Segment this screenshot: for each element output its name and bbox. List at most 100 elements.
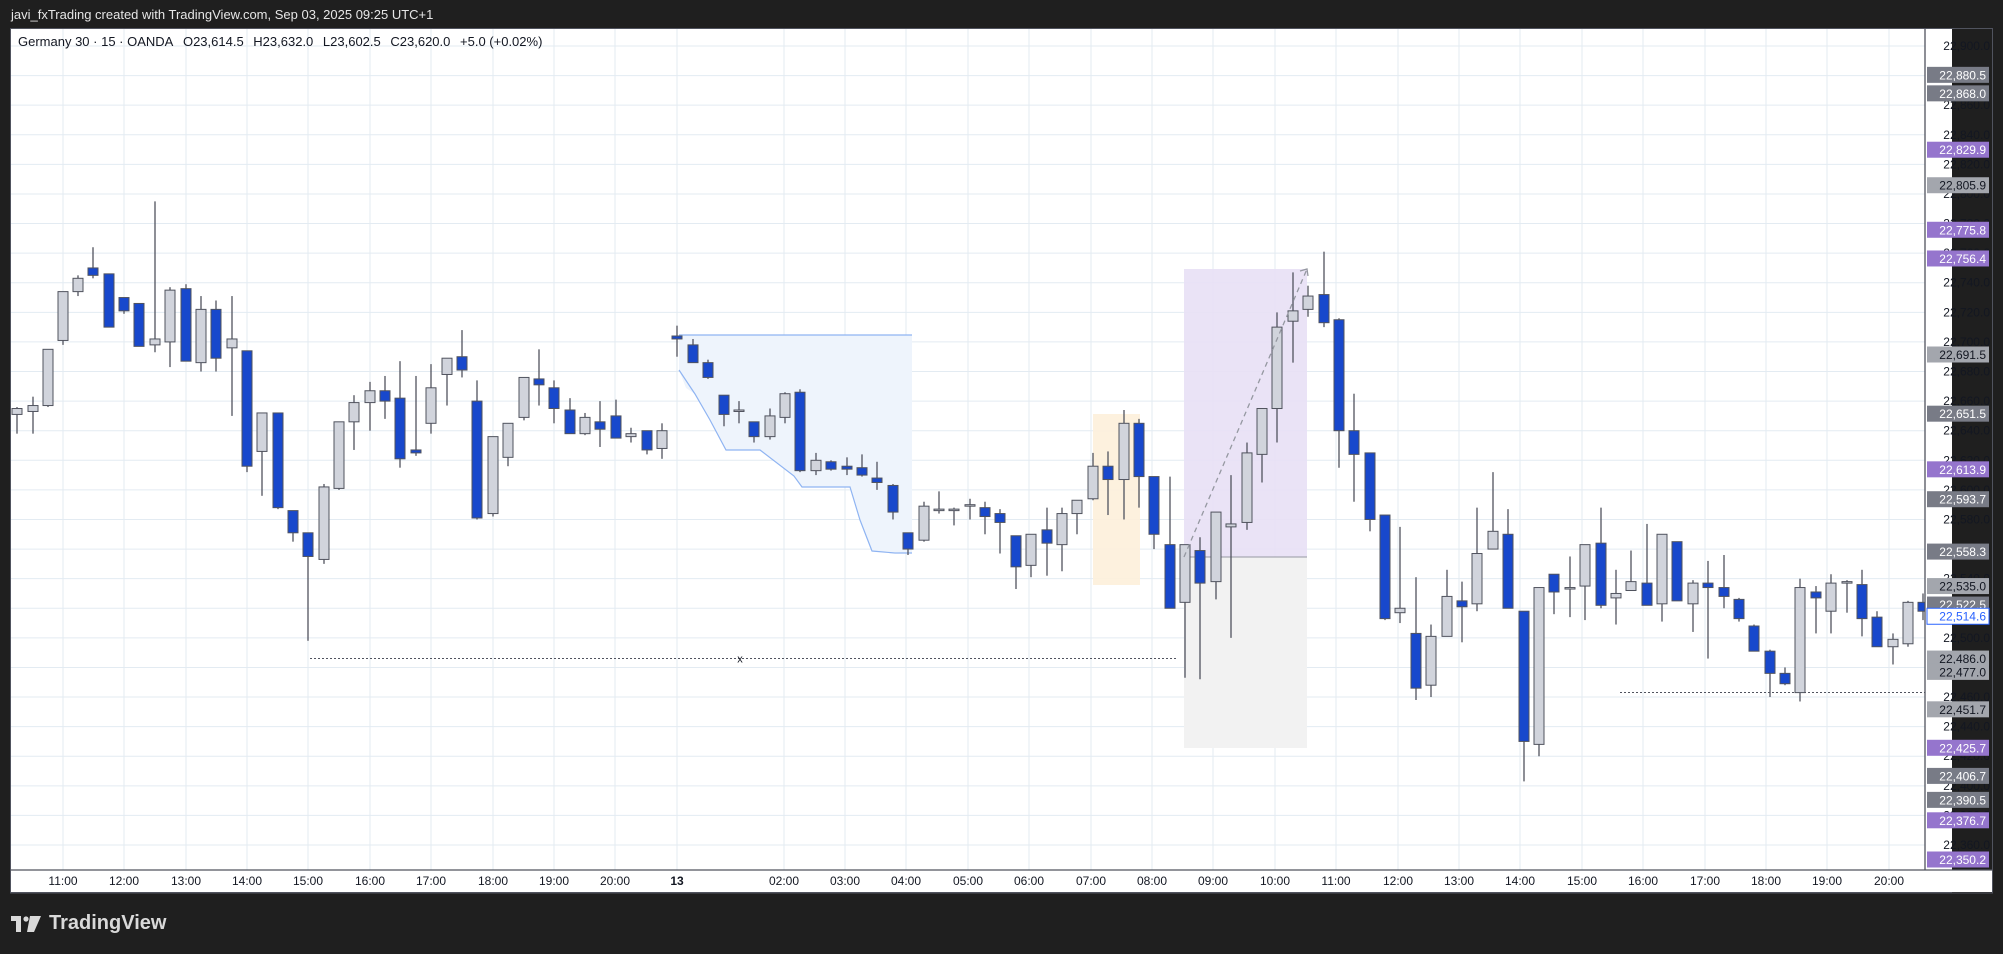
candle-bearish[interactable] bbox=[671, 335, 683, 340]
candle-bearish[interactable] bbox=[1810, 591, 1822, 599]
candle-bullish[interactable] bbox=[1533, 587, 1545, 745]
candle-bullish[interactable] bbox=[948, 508, 960, 512]
candle-bullish[interactable] bbox=[518, 376, 530, 418]
candle-bullish[interactable] bbox=[1887, 638, 1899, 648]
candle-bullish[interactable] bbox=[42, 348, 54, 407]
candle-bearish[interactable] bbox=[687, 344, 699, 364]
candle-bearish[interactable] bbox=[564, 409, 576, 435]
time-axis[interactable] bbox=[11, 870, 1992, 892]
candle-bullish[interactable] bbox=[1441, 595, 1453, 637]
candle-bearish[interactable] bbox=[702, 362, 714, 378]
candle-bearish[interactable] bbox=[594, 421, 606, 430]
candle-bullish[interactable] bbox=[256, 412, 268, 452]
candle-bearish[interactable] bbox=[718, 394, 730, 415]
candle-bullish[interactable] bbox=[1087, 465, 1099, 500]
candle-bearish[interactable] bbox=[456, 356, 468, 371]
candle-bearish[interactable] bbox=[1364, 452, 1376, 520]
candle-bearish[interactable] bbox=[394, 397, 406, 460]
candle-bearish[interactable] bbox=[1779, 672, 1791, 685]
candle-bullish[interactable] bbox=[779, 393, 791, 418]
candle-bearish[interactable] bbox=[410, 449, 422, 454]
candle-bearish[interactable] bbox=[1641, 582, 1653, 606]
candle-bullish[interactable] bbox=[226, 338, 238, 349]
candle-bullish[interactable] bbox=[1056, 513, 1068, 546]
candle-bearish[interactable] bbox=[1733, 598, 1745, 620]
candle-bullish[interactable] bbox=[441, 357, 453, 375]
candle-bearish[interactable] bbox=[1718, 587, 1730, 597]
candle-bullish[interactable] bbox=[918, 505, 930, 541]
candle-bullish[interactable] bbox=[1425, 635, 1437, 686]
candle-bullish[interactable] bbox=[1210, 511, 1222, 583]
candle-bearish[interactable] bbox=[748, 421, 760, 438]
candle-bearish[interactable] bbox=[180, 288, 192, 362]
candle-bullish[interactable] bbox=[72, 277, 84, 293]
candle-bullish[interactable] bbox=[425, 387, 437, 424]
candle-bearish[interactable] bbox=[856, 467, 868, 476]
candle-bearish[interactable] bbox=[1102, 465, 1114, 481]
candle-bullish[interactable] bbox=[1287, 310, 1299, 322]
candle-bullish[interactable] bbox=[1579, 544, 1591, 587]
candle-bearish[interactable] bbox=[1871, 616, 1883, 648]
candle-bullish[interactable] bbox=[318, 486, 330, 560]
candle-bearish[interactable] bbox=[533, 378, 545, 386]
candle-bullish[interactable] bbox=[579, 416, 591, 435]
candle-bullish[interactable] bbox=[1179, 544, 1191, 603]
candle-bearish[interactable] bbox=[1333, 319, 1345, 432]
candle-bearish[interactable] bbox=[210, 308, 222, 359]
candle-bullish[interactable] bbox=[1271, 326, 1283, 410]
candle-bearish[interactable] bbox=[641, 430, 653, 451]
candle-bearish[interactable] bbox=[841, 465, 853, 470]
candle-bearish[interactable] bbox=[471, 400, 483, 519]
candle-bearish[interactable] bbox=[1702, 582, 1714, 589]
candle-bearish[interactable] bbox=[1764, 650, 1776, 674]
candle-bullish[interactable] bbox=[933, 508, 945, 512]
candle-bearish[interactable] bbox=[287, 510, 299, 534]
candle-bearish[interactable] bbox=[118, 297, 130, 312]
candle-bullish[interactable] bbox=[656, 430, 668, 449]
candle-bullish[interactable] bbox=[810, 459, 822, 472]
price-axis[interactable] bbox=[1925, 29, 1952, 870]
candle-bearish[interactable] bbox=[1379, 514, 1391, 620]
candle-bearish[interactable] bbox=[794, 391, 806, 472]
supply-zone-box[interactable] bbox=[1093, 414, 1140, 585]
candle-bullish[interactable] bbox=[1656, 533, 1668, 605]
symbol-name[interactable]: Germany 30 · 15 · OANDA bbox=[18, 34, 174, 49]
candle-bullish[interactable] bbox=[502, 422, 514, 458]
candle-bearish[interactable] bbox=[1148, 476, 1160, 535]
candle-bearish[interactable] bbox=[887, 484, 899, 513]
projection-arrow-line[interactable] bbox=[1183, 268, 1308, 558]
candle-bullish[interactable] bbox=[348, 402, 360, 423]
candle-bullish[interactable] bbox=[1902, 601, 1914, 645]
candle-bearish[interactable] bbox=[871, 477, 883, 483]
liquidity-zone-bottom-line[interactable] bbox=[678, 369, 912, 554]
candle-bullish[interactable] bbox=[333, 421, 345, 489]
candle-bearish[interactable] bbox=[610, 415, 622, 439]
candle-bearish[interactable] bbox=[548, 387, 560, 410]
candle-bullish[interactable] bbox=[1256, 408, 1268, 455]
candle-bearish[interactable] bbox=[1164, 544, 1176, 609]
candle-bullish[interactable] bbox=[964, 504, 976, 507]
candle-bearish[interactable] bbox=[1041, 529, 1053, 544]
candle-bullish[interactable] bbox=[764, 415, 776, 438]
candle-bearish[interactable] bbox=[1318, 294, 1330, 324]
candle-bearish[interactable] bbox=[302, 532, 314, 557]
candle-bullish[interactable] bbox=[1564, 587, 1576, 590]
candle-bearish[interactable] bbox=[1348, 430, 1360, 455]
candle-bullish[interactable] bbox=[27, 405, 39, 412]
candle-bullish[interactable] bbox=[487, 436, 499, 515]
candle-bullish[interactable] bbox=[1225, 523, 1237, 528]
tradingview-logo[interactable]: TradingView bbox=[11, 912, 166, 935]
candle-bullish[interactable] bbox=[1118, 422, 1130, 481]
candle-bullish[interactable] bbox=[1241, 452, 1253, 523]
candle-bearish[interactable] bbox=[1671, 541, 1683, 602]
candle-bearish[interactable] bbox=[1502, 533, 1514, 609]
candle-bearish[interactable] bbox=[379, 390, 391, 402]
candle-bearish[interactable] bbox=[1194, 550, 1206, 584]
candle-bearish[interactable] bbox=[902, 532, 914, 550]
candle-bearish[interactable] bbox=[1456, 600, 1468, 608]
long-position-stop-zone[interactable] bbox=[1184, 557, 1307, 748]
candle-bullish[interactable] bbox=[1025, 533, 1037, 566]
candle-bearish[interactable] bbox=[1856, 584, 1868, 620]
candle-bearish[interactable] bbox=[1518, 610, 1530, 742]
